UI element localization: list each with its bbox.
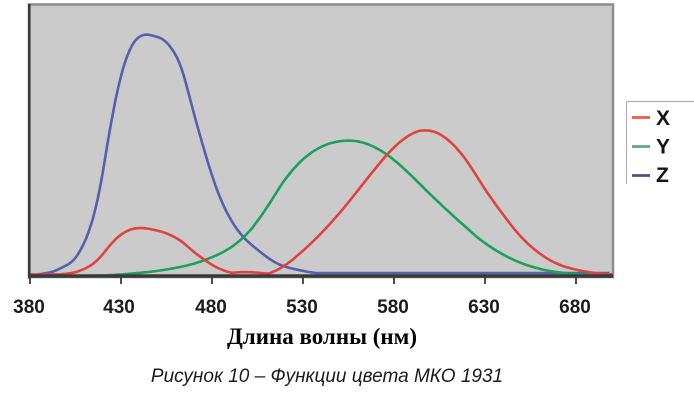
svg-text:680: 680 — [559, 297, 591, 318]
svg-text:Y: Y — [656, 136, 670, 159]
svg-text:Рисунок 10 – Функции цвета МКО: Рисунок 10 – Функции цвета МКО 1931 — [151, 366, 503, 387]
svg-text:X: X — [656, 107, 670, 130]
svg-text:430: 430 — [103, 297, 135, 318]
svg-text:Z: Z — [656, 164, 669, 187]
svg-text:630: 630 — [468, 297, 500, 318]
svg-text:480: 480 — [195, 297, 227, 318]
svg-text:530: 530 — [286, 297, 318, 318]
svg-text:Длина волны (нм): Длина волны (нм) — [227, 324, 417, 349]
svg-text:380: 380 — [13, 297, 45, 318]
svg-text:580: 580 — [377, 297, 409, 318]
